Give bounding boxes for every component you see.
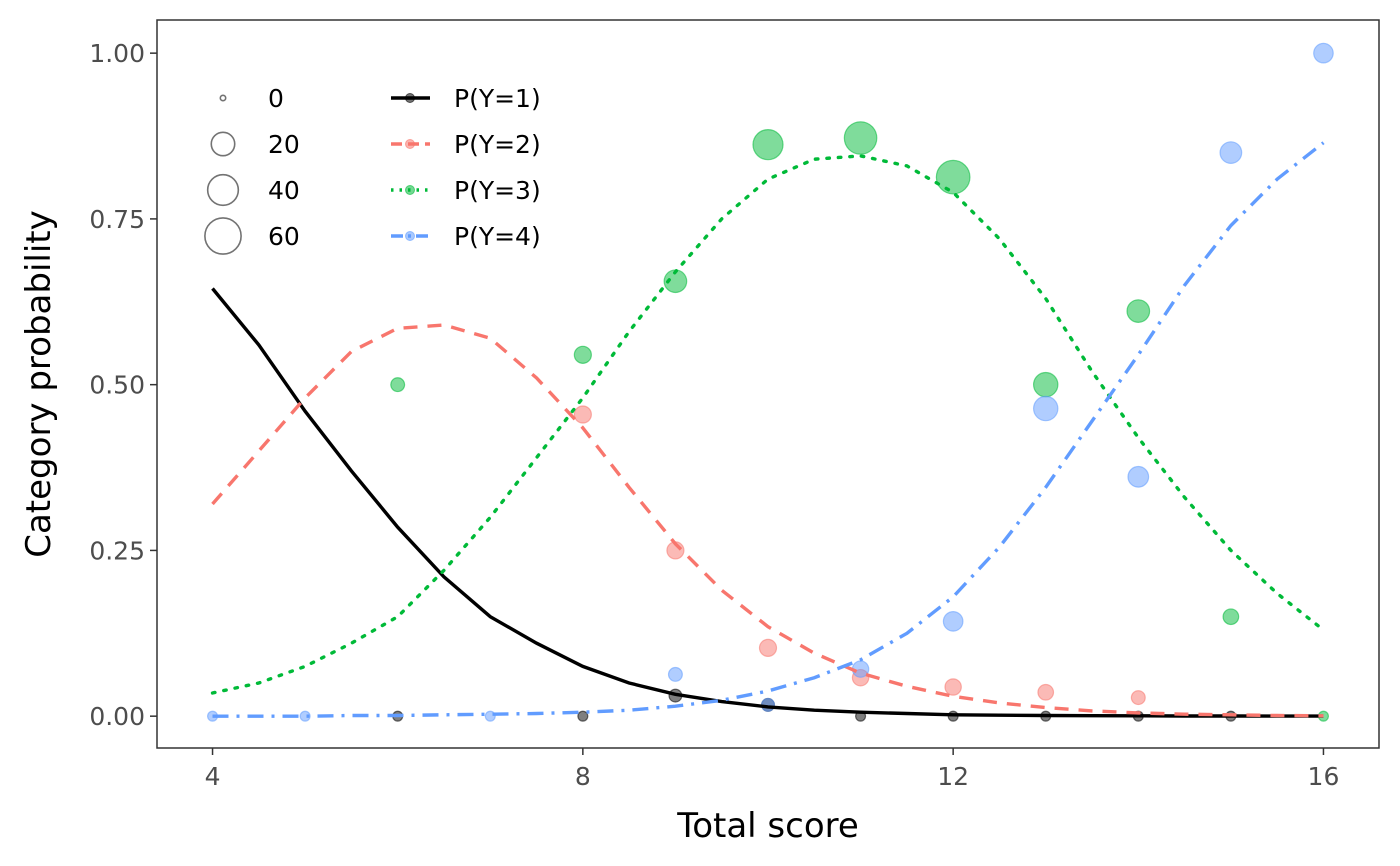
curve-series-1 <box>211 287 1324 718</box>
size-legend-key-3 <box>204 217 242 255</box>
point-series-3-5 <box>935 159 971 195</box>
y-tick-label-0: 0.00 <box>89 702 145 731</box>
point-series-4-10 <box>1313 42 1334 64</box>
curve-series-4 <box>212 141 1325 718</box>
x-axis-title: Total score <box>676 806 859 846</box>
point-series-2-5 <box>1037 683 1055 701</box>
y-tick-label-1: 0.25 <box>89 536 145 565</box>
point-series-3-6 <box>1032 371 1059 398</box>
point-series-4-7 <box>1032 395 1059 422</box>
line-legend-key-point-2 <box>405 185 415 195</box>
line-legend-label-2: P(Y=3) <box>454 176 541 205</box>
point-series-2-2 <box>758 638 778 657</box>
point-series-4-6 <box>942 611 964 632</box>
point-series-1-8 <box>577 710 589 722</box>
size-legend-key-0 <box>219 94 227 102</box>
point-series-2-6 <box>1130 690 1146 706</box>
x-tick-label-3: 16 <box>1308 762 1340 791</box>
line-legend-key-point-3 <box>405 231 415 241</box>
y-tick-label-2: 0.50 <box>89 371 145 400</box>
point-series-3-1 <box>573 345 592 364</box>
point-series-3-0 <box>390 377 406 393</box>
x-tick-label-2: 12 <box>937 762 969 791</box>
point-series-4-3 <box>667 666 683 682</box>
line-legend-label-1: P(Y=2) <box>454 130 541 159</box>
line-legend-label-3: P(Y=4) <box>454 222 541 251</box>
point-series-3-3 <box>752 129 784 161</box>
x-tick-label-1: 8 <box>575 762 591 791</box>
point-series-2-0 <box>573 405 592 424</box>
size-legend-key-1 <box>210 131 236 157</box>
x-tick-label-0: 4 <box>205 762 221 791</box>
point-series-4-8 <box>1127 465 1150 488</box>
point-series-2-4 <box>944 678 962 696</box>
axes-layer: 4 8 12 16 0.00 0.25 0.50 0.75 1.00 <box>89 39 1339 791</box>
size-legend-label-1: 20 <box>268 130 300 159</box>
point-series-3-8 <box>1222 608 1240 626</box>
y-tick-label-4: 1.00 <box>89 39 145 68</box>
line-legend: P(Y=1) P(Y=2) P(Y=3) P(Y=4) <box>391 84 541 251</box>
point-series-3-7 <box>1126 299 1151 323</box>
point-series-3-4 <box>843 121 878 155</box>
point-series-4-1 <box>299 710 311 722</box>
point-series-4-9 <box>1219 141 1243 165</box>
size-legend-label-0: 0 <box>268 84 284 113</box>
y-axis-title: Category probability <box>19 210 59 558</box>
size-legend-label-2: 40 <box>268 176 300 205</box>
y-tick-label-3: 0.75 <box>89 205 145 234</box>
size-legend-key-2 <box>206 173 240 207</box>
size-legend-label-3: 60 <box>268 222 300 251</box>
curves-layer <box>210 141 1326 718</box>
line-legend-key-point-1 <box>405 139 415 149</box>
line-legend-key-point-0 <box>405 93 415 103</box>
line-legend-label-0: P(Y=1) <box>454 84 541 113</box>
size-legend: 0 20 40 60 <box>204 84 300 255</box>
curve-series-2 <box>211 323 1324 718</box>
